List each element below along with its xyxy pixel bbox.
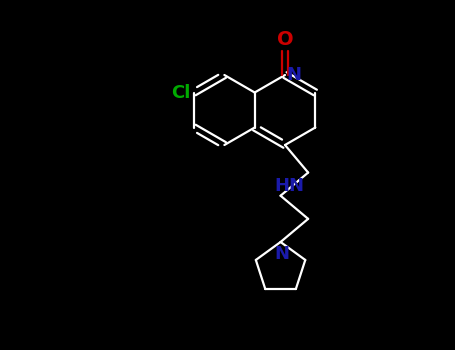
Text: O: O — [277, 30, 293, 49]
Text: N: N — [286, 66, 301, 84]
Text: HN: HN — [274, 177, 304, 195]
Text: Cl: Cl — [171, 84, 190, 101]
Text: N: N — [274, 245, 289, 263]
